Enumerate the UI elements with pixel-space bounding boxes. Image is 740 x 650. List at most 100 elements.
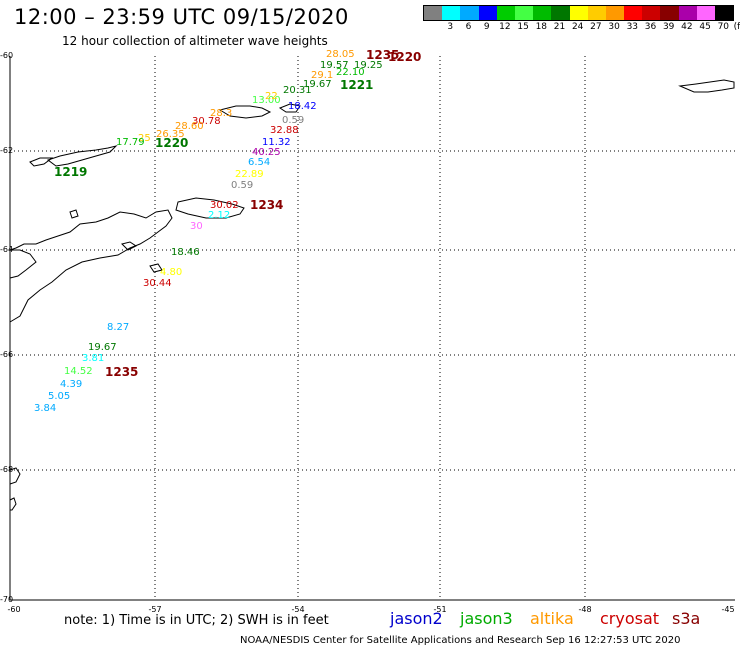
legend-value-label: 9 — [483, 22, 490, 32]
wave-height-label: 19.57 — [320, 60, 349, 71]
legend-swatch — [715, 6, 734, 20]
satellite-name: altika — [530, 609, 574, 628]
lat-lon-grid — [10, 56, 735, 600]
wave-height-label: 3.81 — [82, 353, 105, 364]
wave-height-label: 6.54 — [248, 157, 271, 168]
latitude-label: -62 — [0, 146, 14, 155]
legend-swatch — [533, 6, 552, 20]
credit-footer: NOAA/NESDIS Center for Satellite Applica… — [240, 635, 681, 646]
wave-height-label: 20.31 — [283, 85, 312, 96]
legend-value-label: 21 — [553, 22, 566, 32]
wave-height-label: 13.00 — [252, 95, 281, 106]
wave-height-label: 28.60 — [175, 121, 204, 132]
map-title: 12:00 – 23:59 UTC 09/15/2020 — [14, 5, 349, 29]
wave-height-label: 3.84 — [34, 403, 57, 414]
legend-swatch — [642, 6, 661, 20]
wave-height-label: 30.44 — [143, 278, 172, 289]
legend-swatch — [424, 6, 443, 20]
elephant-island-coast — [218, 105, 272, 119]
pass-time-label: 1220 — [155, 136, 189, 150]
legend-value-label: 36 — [644, 22, 657, 32]
legend-swatch — [605, 6, 625, 20]
latitude-label: -68 — [0, 465, 14, 474]
longitude-label: -60 — [7, 605, 21, 614]
wave-height-label: 30 — [190, 221, 203, 232]
legend-swatch — [569, 6, 588, 20]
coastline — [9, 79, 735, 511]
satellite-name: jason2 — [390, 609, 443, 628]
wave-height-label: 40.25 — [252, 147, 281, 158]
longitude-label: -54 — [291, 605, 305, 614]
wave-height-label: 22 — [265, 91, 278, 102]
clarence-island-coast — [278, 103, 301, 113]
pass-time-label: 1220 — [388, 50, 422, 64]
longitude-label: -57 — [148, 605, 162, 614]
antarctic-peninsula-coast — [9, 209, 173, 323]
wave-height-label: 22.10 — [336, 67, 365, 78]
wave-height-label: 19.67 — [88, 342, 117, 353]
map-frame — [9, 56, 735, 601]
legend-value-label: 45 — [699, 22, 711, 32]
legend-unit-label: (ft) — [733, 22, 740, 32]
longitude-label: -45 — [721, 605, 735, 614]
latitude-label: -64 — [0, 245, 14, 254]
south-shetland-islands-coast — [29, 157, 54, 167]
wave-height-label: 26.35 — [156, 129, 185, 140]
map-subtitle: 12 hour collection of altimeter wave hei… — [62, 34, 328, 48]
legend-swatch — [696, 6, 715, 20]
legend-value-label: 18 — [535, 22, 548, 32]
legend-value-label: 30 — [608, 22, 620, 32]
wave-height-label: 28.3 — [210, 108, 233, 119]
legend-swatch — [551, 6, 570, 20]
wave-height-color-legend — [423, 5, 735, 21]
wave-height-label: 32.88 — [270, 125, 299, 136]
legend-value-label: 15 — [517, 22, 529, 32]
legend-value-label: 70 — [717, 22, 730, 32]
legend-value-label: 27 — [590, 22, 602, 32]
pass-time-label: 1235 — [105, 365, 139, 379]
legend-swatch — [478, 6, 497, 20]
wave-height-label: 28.05 — [326, 49, 355, 60]
legend-swatch — [678, 6, 697, 20]
wave-height-label: 8.27 — [107, 322, 130, 333]
wave-height-label: 22.89 — [235, 169, 264, 180]
wave-height-label: 0.59 — [282, 115, 305, 126]
wave-height-label: 11.32 — [262, 137, 291, 148]
legend-swatch — [442, 6, 461, 20]
wave-height-label: 19.67 — [303, 79, 332, 90]
wave-height-label: 18.42 — [288, 101, 317, 112]
wave-height-label: 4.80 — [160, 267, 183, 278]
legend-swatch — [624, 6, 643, 20]
latitude-label: -70 — [0, 595, 14, 604]
wave-height-label: 29.1 — [311, 70, 334, 81]
south-shetland-king-george-coast — [46, 145, 118, 167]
wave-height-label: 30.78 — [192, 116, 221, 127]
legend-value-label: 39 — [662, 22, 675, 32]
islet-c — [69, 209, 79, 219]
legend-value-label: 42 — [681, 22, 693, 32]
legend-swatch — [514, 6, 534, 20]
wave-height-label: 30.02 — [210, 200, 239, 211]
legend-swatch — [587, 6, 606, 20]
legend-swatch — [660, 6, 679, 20]
wave-height-label: 17.79 — [116, 137, 145, 148]
small-island-west-2 — [9, 497, 17, 511]
legend-value-label: 6 — [465, 22, 472, 32]
latitude-label: -60 — [0, 51, 14, 60]
legend-value-label: 24 — [571, 22, 584, 32]
longitude-label: -48 — [578, 605, 592, 614]
wave-height-label: 5.05 — [48, 391, 71, 402]
legend-swatch — [460, 6, 479, 20]
wave-height-label: 0.59 — [231, 180, 254, 191]
legend-swatch — [496, 6, 515, 20]
wave-height-label: 2.12 — [208, 210, 231, 221]
satellite-name: cryosat — [600, 609, 660, 628]
islet-b — [149, 263, 163, 273]
pass-time-label: 1219 — [54, 165, 88, 179]
longitude-label: -51 — [433, 605, 447, 614]
footnote: note: 1) Time is in UTC; 2) SWH is in fe… — [64, 613, 329, 628]
pass-time-label: 1234 — [250, 198, 284, 212]
islet-a — [121, 241, 137, 251]
